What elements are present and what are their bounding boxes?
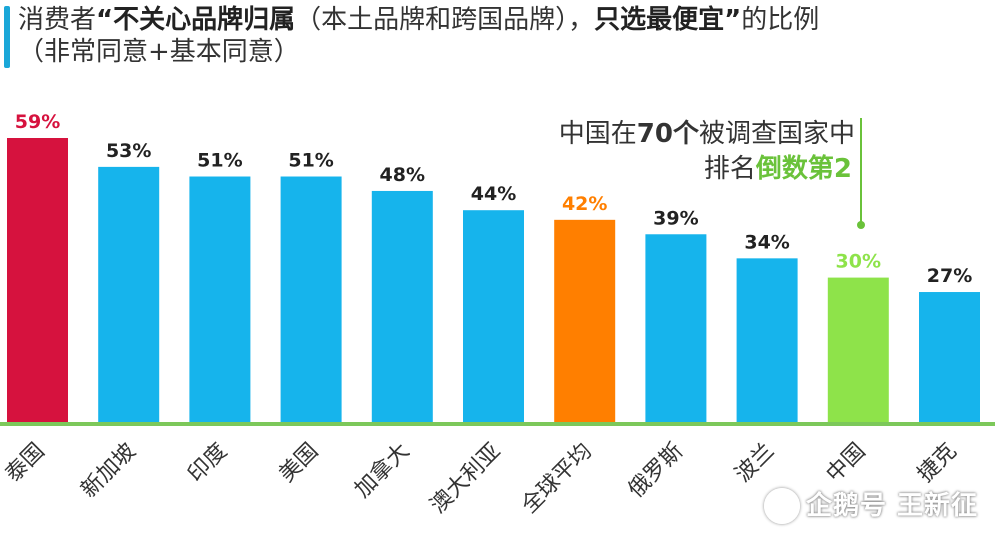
annotation-line1-a: 中国在 — [559, 119, 637, 149]
bar-value-label: 34% — [744, 231, 789, 253]
bar-value-label: 30% — [836, 251, 881, 273]
title-accent-bar — [4, 6, 10, 68]
title-close-quote: ” — [724, 5, 742, 35]
watermark-text: 企鹅号 王新征 — [805, 490, 978, 521]
title-subtitle: （非常同意+基本同意） — [18, 37, 300, 67]
bar-9 — [736, 258, 798, 422]
penguin-logo-icon — [763, 488, 800, 524]
category-tick-label: 捷克 — [913, 439, 962, 488]
chart-title: 消费者“不关心品牌归属（本土品牌和跨国品牌），只选最便宜”的比例 （非常同意+基… — [18, 4, 993, 68]
category-tick-label: 澳大利亚 — [426, 439, 506, 519]
bar-10 — [827, 277, 889, 422]
watermark: 企鹅号 王新征 — [763, 485, 978, 524]
annotation-line-1: 中国在70个被调查国家中 — [559, 119, 855, 149]
category-tick-label: 新加坡 — [77, 439, 141, 503]
title-prefix: 消费者 — [18, 5, 97, 35]
bars-group: 59% 泰国 53% 新加坡 51% 印度 51% 美国 48% 加拿大 44% 澳大利亚 42% 全球平… — [1, 111, 980, 518]
bar-value-label: 48% — [380, 164, 425, 186]
annotation-line2-b: 倒数第2 — [755, 153, 852, 184]
annotation-line1-c: 被调查国家中 — [699, 119, 855, 149]
bar-value-label: 51% — [197, 150, 242, 172]
title-open-quote: “ — [96, 5, 114, 35]
category-tick-label: 俄罗斯 — [624, 439, 688, 503]
bar-value-label: 53% — [106, 140, 151, 162]
annotation-leader-dot — [857, 221, 865, 229]
bar-5 — [371, 190, 433, 422]
category-tick-label: 加拿大 — [349, 438, 414, 503]
bar-7 — [554, 219, 616, 422]
title-suffix: 的比例 — [741, 5, 820, 35]
bar-6 — [463, 210, 524, 422]
bar-value-label: 44% — [471, 183, 516, 205]
bar-value-label: 39% — [653, 207, 698, 229]
category-tick-label: 印度 — [183, 439, 232, 488]
annotation-line2-a: 排名 — [704, 154, 756, 184]
category-tick-label: 波兰 — [731, 439, 780, 488]
bar-8 — [645, 234, 707, 422]
bar-2 — [98, 166, 160, 422]
bar-4 — [280, 176, 342, 422]
bar-value-label: 27% — [927, 265, 972, 287]
title-bold-2: 只选最便宜 — [594, 5, 725, 35]
annotation-line-2: 排名倒数第2 — [704, 153, 852, 184]
category-tick-label: 泰国 — [1, 439, 50, 488]
category-tick-label: 全球平均 — [517, 439, 597, 519]
category-tick-label: 中国 — [822, 439, 871, 488]
title-bold-1: 不关心品牌归属 — [113, 5, 296, 35]
bar-value-label: 51% — [288, 150, 333, 172]
bar-1 — [7, 138, 68, 422]
annotation-line1-b: 70个 — [637, 119, 700, 149]
title-middle: （本土品牌和跨国品牌）， — [295, 5, 595, 35]
category-tick-label: 美国 — [275, 439, 324, 488]
bar-11 — [919, 292, 980, 422]
bar-3 — [189, 176, 251, 422]
annotation-group: 中国在70个被调查国家中 排名倒数第2 — [559, 118, 865, 229]
bar-value-label: 59% — [15, 111, 60, 133]
bar-value-label: 42% — [562, 193, 607, 215]
